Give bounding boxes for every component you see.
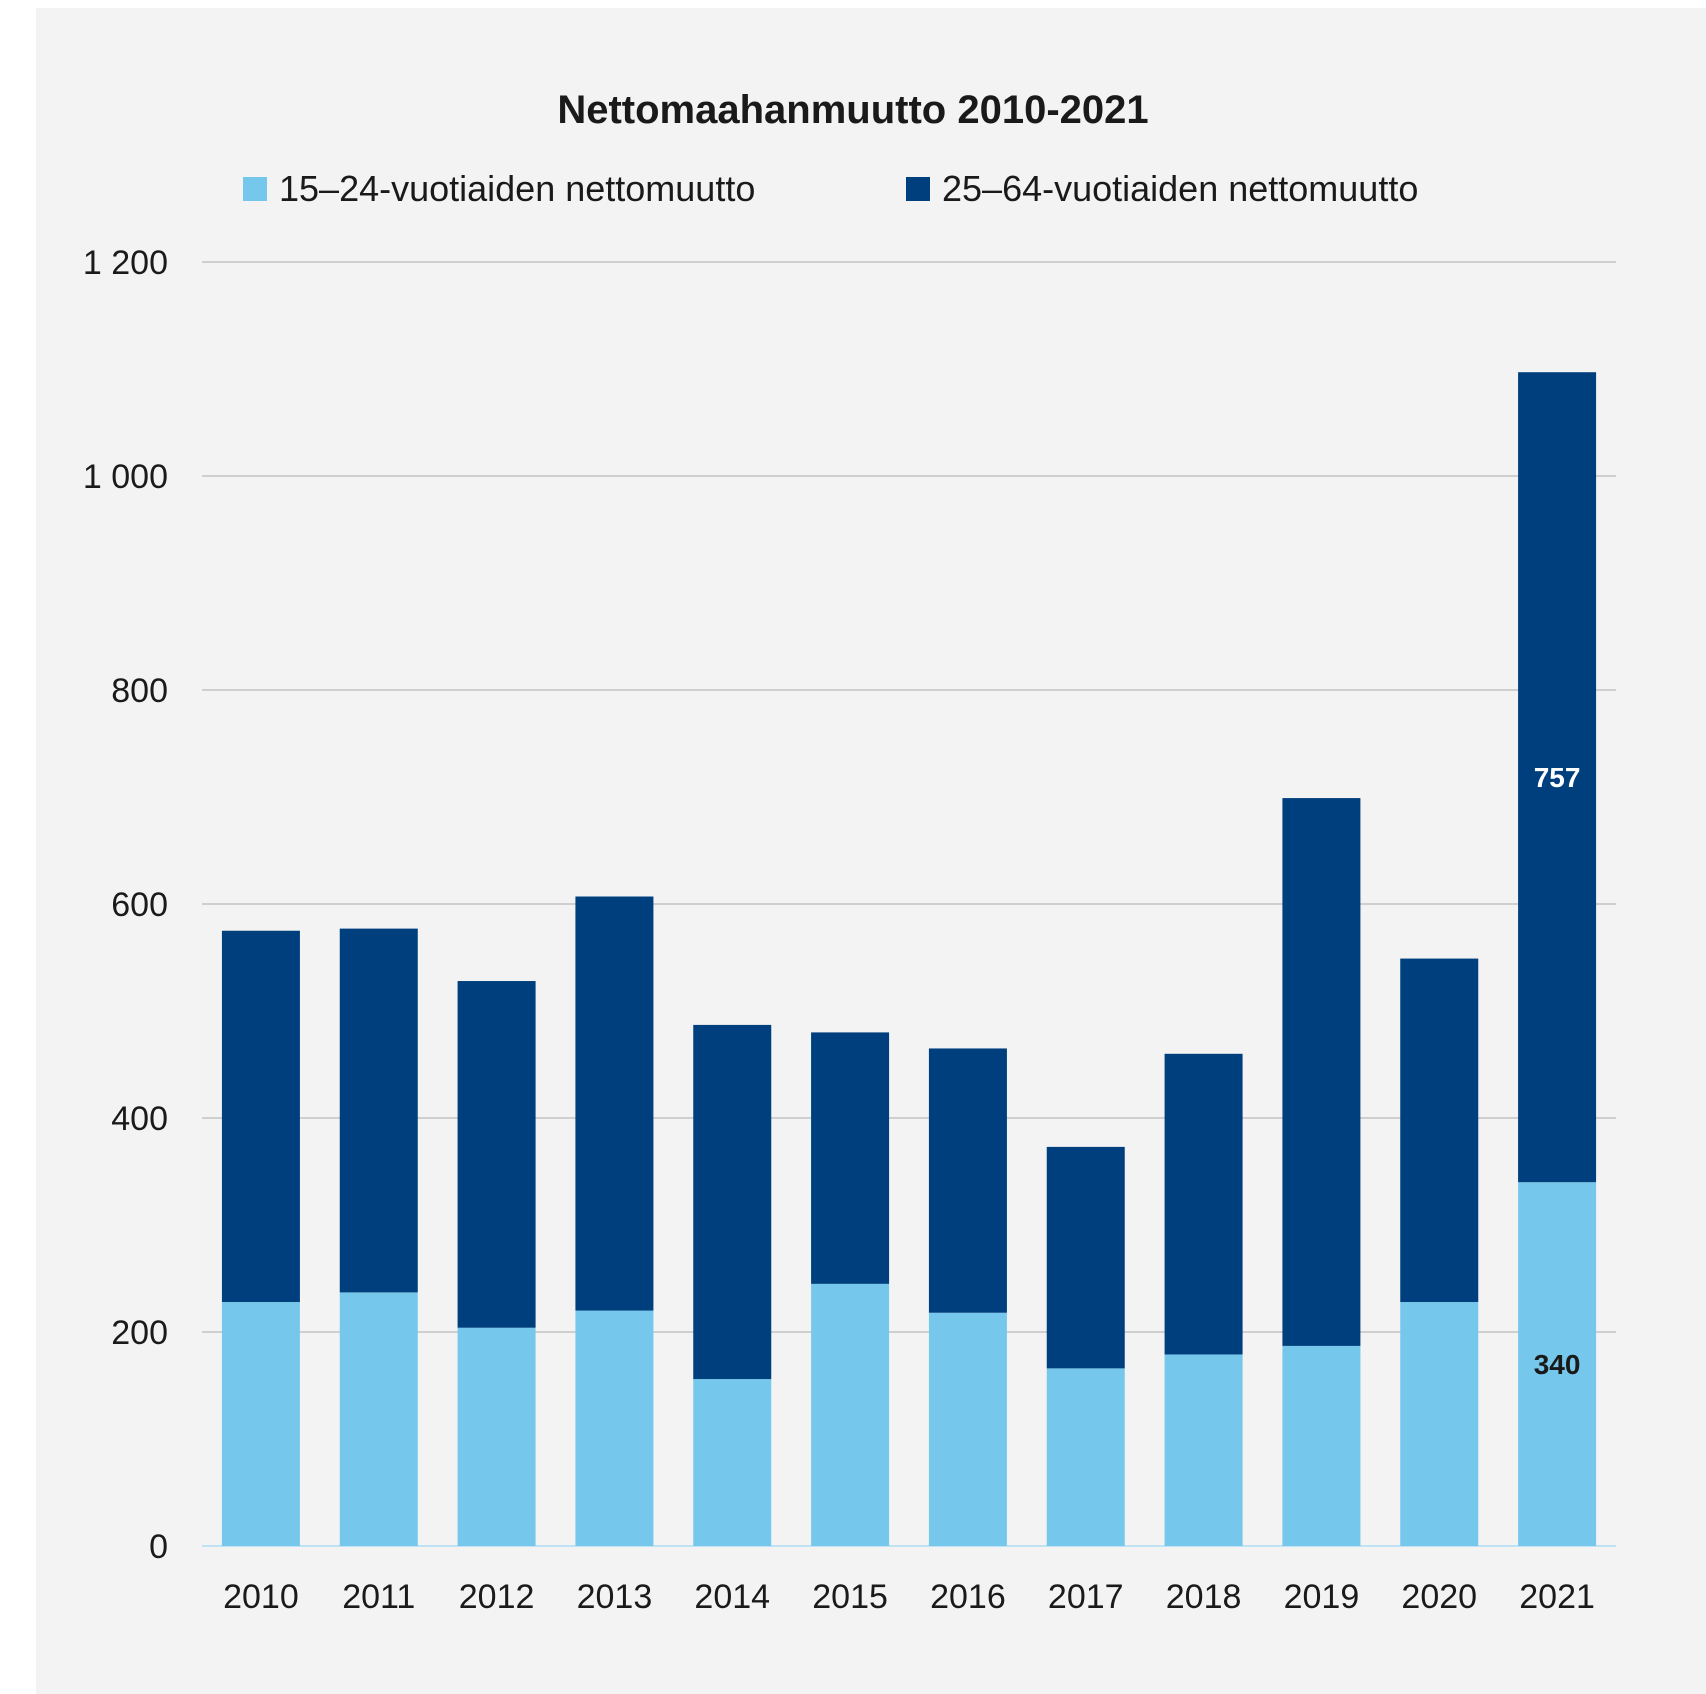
y-axis-ticks: 0 200 400 600 800 1 000 1 200 bbox=[83, 244, 168, 1566]
bar-2015-series-1 bbox=[811, 1032, 890, 1284]
x-tick-label-2018: 2018 bbox=[1166, 1578, 1242, 1616]
x-tick-label-2010: 2010 bbox=[223, 1578, 299, 1616]
chart-title: Nettomaahanmuutto 2010-2021 bbox=[557, 88, 1149, 132]
x-tick-label-2017: 2017 bbox=[1048, 1578, 1124, 1616]
bar-2020-series-0 bbox=[1400, 1302, 1479, 1546]
x-tick-label-2014: 2014 bbox=[694, 1578, 770, 1616]
bar-2012-series-1 bbox=[457, 981, 536, 1328]
bar-2013-series-0 bbox=[575, 1310, 654, 1546]
bar-2012-series-0 bbox=[457, 1327, 536, 1546]
bar-2021-series-1 bbox=[1518, 372, 1597, 1183]
legend-label-15-24: 15–24-vuotiaiden nettomuutto bbox=[279, 168, 756, 209]
y-tick-label: 400 bbox=[111, 1100, 168, 1138]
x-tick-label-2019: 2019 bbox=[1284, 1578, 1360, 1616]
x-tick-label-2015: 2015 bbox=[812, 1578, 888, 1616]
legend-item-25-64: 25–64-vuotiaiden nettomuutto bbox=[906, 168, 1418, 210]
y-tick-label: 600 bbox=[111, 886, 168, 924]
y-tick-label: 1 200 bbox=[83, 244, 168, 282]
bar-2016-series-0 bbox=[928, 1312, 1007, 1546]
bar-2018-series-0 bbox=[1164, 1354, 1243, 1546]
bar-2015-series-0 bbox=[811, 1283, 890, 1546]
bar-2016-series-1 bbox=[928, 1048, 1007, 1313]
bar-2017-series-0 bbox=[1046, 1368, 1125, 1546]
bar-2011-series-1 bbox=[339, 928, 418, 1293]
data-label-2021-series-0: 340 bbox=[1534, 1349, 1581, 1380]
x-tick-label-2013: 2013 bbox=[577, 1578, 653, 1616]
bar-2013-series-1 bbox=[575, 896, 654, 1311]
bar-2018-series-1 bbox=[1164, 1053, 1243, 1355]
x-tick-label-2016: 2016 bbox=[930, 1578, 1006, 1616]
legend-item-15-24: 15–24-vuotiaiden nettomuutto bbox=[243, 168, 755, 210]
bar-2020-series-1 bbox=[1400, 958, 1479, 1303]
legend-swatch-25-64 bbox=[906, 177, 930, 201]
legend: 15–24-vuotiaiden nettomuutto 25–64-vuoti… bbox=[0, 168, 1706, 218]
x-axis-ticks: 2010 2011 2012 2013 2014 2015 2016 2017 2018 2019… bbox=[223, 1578, 1595, 1616]
y-tick-label: 0 bbox=[149, 1528, 168, 1566]
x-tick-label-2012: 2012 bbox=[459, 1578, 535, 1616]
bar-2010-series-1 bbox=[221, 930, 300, 1303]
bar-2019-series-0 bbox=[1282, 1345, 1361, 1546]
legend-label-25-64: 25–64-vuotiaiden nettomuutto bbox=[942, 168, 1419, 209]
x-tick-label-2020: 2020 bbox=[1401, 1578, 1477, 1616]
bar-2014-series-0 bbox=[693, 1379, 772, 1546]
bar-2021-series-0 bbox=[1518, 1182, 1597, 1546]
y-tick-label: 800 bbox=[111, 672, 168, 710]
bar-2010-series-0 bbox=[221, 1302, 300, 1546]
x-tick-label-2011: 2011 bbox=[342, 1578, 415, 1616]
legend-swatch-15-24 bbox=[243, 177, 267, 201]
data-label-2021-series-1: 757 bbox=[1534, 762, 1581, 793]
y-tick-label: 200 bbox=[111, 1314, 168, 1352]
x-tick-label-2021: 2021 bbox=[1519, 1578, 1595, 1616]
bar-2017-series-1 bbox=[1046, 1146, 1125, 1369]
bar-2014-series-1 bbox=[693, 1024, 772, 1380]
bar-2011-series-0 bbox=[339, 1292, 418, 1546]
grid-lines bbox=[202, 261, 1616, 1547]
bar-2019-series-1 bbox=[1282, 798, 1361, 1346]
bars bbox=[221, 372, 1597, 1546]
y-tick-label: 1 000 bbox=[83, 458, 168, 496]
data-labels: 757 340 bbox=[1534, 762, 1581, 1380]
